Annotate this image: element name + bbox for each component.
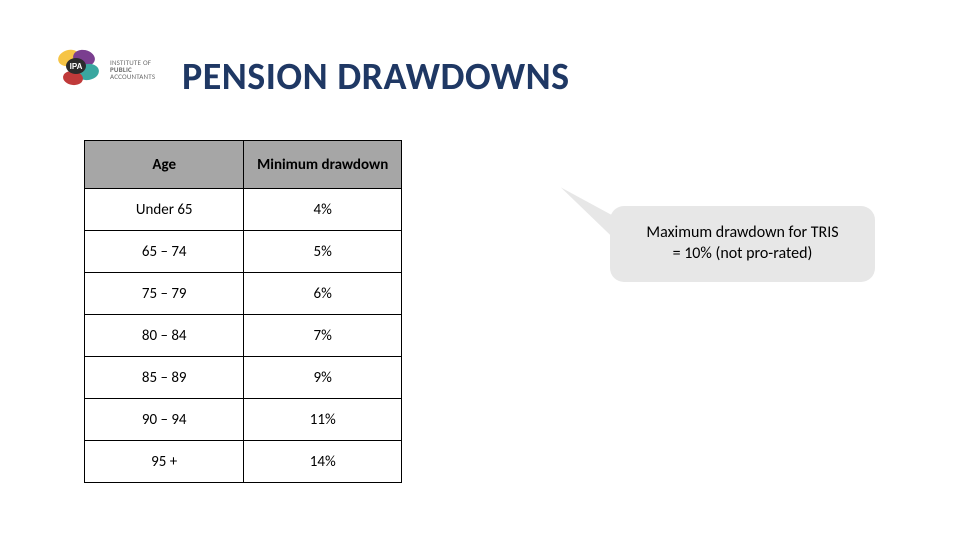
cell-age: 80 – 84 bbox=[85, 315, 244, 357]
table-row: 65 – 74 5% bbox=[85, 231, 402, 273]
table-row: 85 – 89 9% bbox=[85, 357, 402, 399]
table-row: 75 – 79 6% bbox=[85, 273, 402, 315]
table-row: 95 + 14% bbox=[85, 441, 402, 483]
page-title: PENSION DRAWDOWNS bbox=[182, 54, 570, 100]
callout: Maximum drawdown for TRIS = 10% (not pro… bbox=[500, 186, 900, 336]
cell-min: 5% bbox=[244, 231, 402, 273]
logo: IPA INSTITUTE OF PUBLIC ACCOUNTANTS bbox=[54, 48, 155, 90]
cell-min: 11% bbox=[244, 399, 402, 441]
cell-age: 75 – 79 bbox=[85, 273, 244, 315]
logo-mark-icon: IPA bbox=[54, 48, 106, 90]
logo-text-line: ACCOUNTANTS bbox=[110, 73, 155, 80]
drawdown-table: Age Minimum drawdown Under 65 4% 65 – 74… bbox=[84, 140, 402, 483]
cell-min: 9% bbox=[244, 357, 402, 399]
callout-line2: = 10% (not pro-rated) bbox=[673, 244, 813, 263]
cell-min: 14% bbox=[244, 441, 402, 483]
callout-line1: Maximum drawdown for TRIS bbox=[646, 223, 838, 242]
cell-min: 4% bbox=[244, 189, 402, 231]
cell-age: 65 – 74 bbox=[85, 231, 244, 273]
table-header-min: Minimum drawdown bbox=[244, 141, 402, 189]
callout-bubble: Maximum drawdown for TRIS = 10% (not pro… bbox=[610, 206, 875, 282]
logo-badge-text: IPA bbox=[70, 62, 83, 71]
cell-age: 90 – 94 bbox=[85, 399, 244, 441]
logo-text: INSTITUTE OF PUBLIC ACCOUNTANTS bbox=[110, 59, 155, 80]
cell-age: Under 65 bbox=[85, 189, 244, 231]
table-row: 90 – 94 11% bbox=[85, 399, 402, 441]
cell-min: 7% bbox=[244, 315, 402, 357]
cell-age: 85 – 89 bbox=[85, 357, 244, 399]
cell-min: 6% bbox=[244, 273, 402, 315]
table-row: 80 – 84 7% bbox=[85, 315, 402, 357]
table-header-row: Age Minimum drawdown bbox=[85, 141, 402, 189]
table-row: Under 65 4% bbox=[85, 189, 402, 231]
cell-age: 95 + bbox=[85, 441, 244, 483]
table-header-age: Age bbox=[85, 141, 244, 189]
